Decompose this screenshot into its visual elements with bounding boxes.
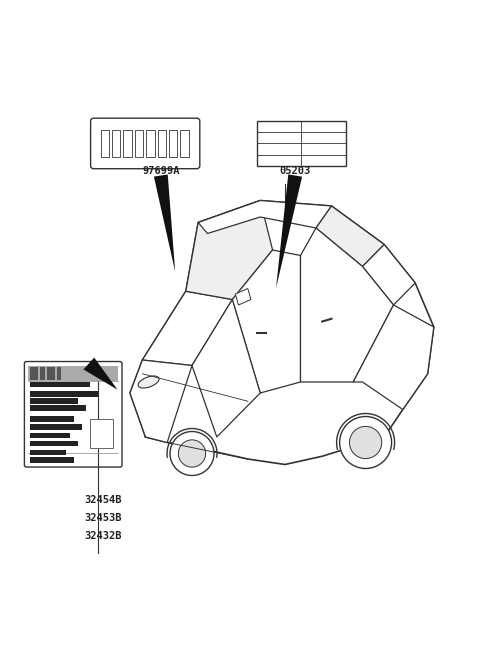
Polygon shape (84, 358, 118, 390)
Text: 97699A: 97699A (142, 166, 180, 176)
Bar (123, 130, 132, 157)
FancyBboxPatch shape (91, 118, 200, 169)
Bar (30, 391, 98, 396)
Bar (146, 130, 155, 157)
FancyBboxPatch shape (24, 362, 122, 467)
Polygon shape (130, 360, 192, 443)
Bar (180, 130, 189, 157)
Polygon shape (300, 228, 394, 382)
Bar (135, 130, 143, 157)
Bar (101, 130, 109, 157)
Bar (30, 398, 78, 403)
Polygon shape (353, 305, 434, 409)
Polygon shape (186, 200, 273, 299)
Polygon shape (154, 174, 175, 272)
Bar (30, 432, 70, 438)
Bar (30, 441, 78, 446)
Bar (30, 424, 82, 430)
Ellipse shape (138, 376, 159, 388)
Bar (30, 450, 66, 455)
Polygon shape (143, 291, 232, 365)
Bar (30, 367, 37, 380)
Circle shape (349, 426, 382, 458)
Bar (157, 130, 166, 157)
Text: 32453B: 32453B (84, 513, 121, 523)
Circle shape (340, 417, 392, 468)
Bar (169, 130, 178, 157)
Circle shape (170, 432, 214, 476)
Polygon shape (130, 200, 434, 464)
Text: 05203: 05203 (279, 166, 311, 176)
Circle shape (179, 440, 205, 467)
Bar (39, 367, 45, 380)
Bar (28, 365, 118, 381)
Polygon shape (235, 288, 251, 305)
Text: 32454B: 32454B (84, 495, 121, 504)
Polygon shape (192, 299, 260, 437)
Polygon shape (362, 244, 415, 305)
Bar (90, 419, 113, 448)
Bar (112, 130, 120, 157)
Bar (47, 367, 55, 380)
Polygon shape (276, 174, 302, 288)
Polygon shape (316, 206, 384, 267)
Bar (30, 417, 74, 422)
Bar (30, 382, 90, 387)
Polygon shape (232, 250, 300, 393)
Bar (57, 367, 61, 380)
Bar (30, 457, 74, 462)
Bar (30, 405, 86, 411)
Polygon shape (198, 200, 332, 233)
Text: 32432B: 32432B (84, 531, 121, 541)
Bar (257, 121, 346, 166)
